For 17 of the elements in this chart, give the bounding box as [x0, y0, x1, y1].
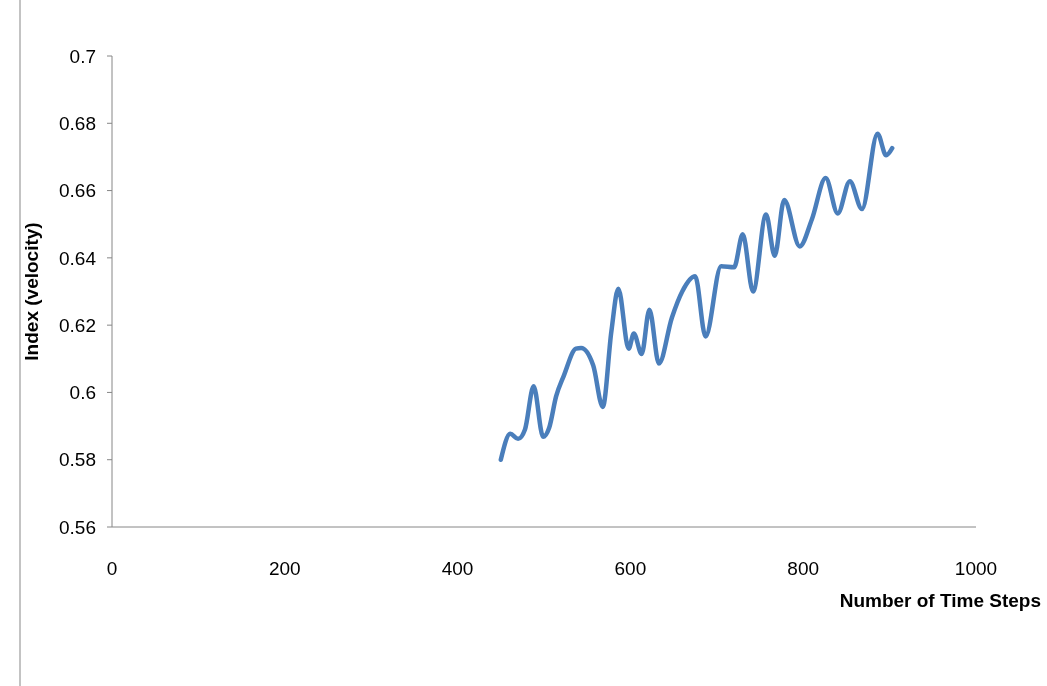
- x-tick-label: 1000: [954, 558, 998, 579]
- x-tick-label: 800: [787, 558, 820, 579]
- y-tick-label: 0.7: [69, 45, 96, 67]
- x-tick-label: 0: [106, 558, 118, 579]
- x-tick-label: 600: [614, 558, 647, 579]
- y-tick-label: 0.68: [59, 112, 96, 134]
- y-axis-title: Index (velocity): [21, 222, 42, 361]
- x-tick-label: 200: [268, 558, 301, 579]
- x-axis-title: Number of Time Steps: [839, 590, 1041, 611]
- y-tick-label: 0.56: [59, 516, 96, 538]
- y-tick-label: 0.64: [59, 247, 97, 269]
- x-tick-label: 400: [441, 558, 474, 579]
- y-tick-label: 0.62: [59, 314, 96, 336]
- line-series: [498, 131, 895, 462]
- y-tick-label: 0.66: [59, 180, 96, 202]
- y-tick-label: 0.6: [69, 382, 96, 404]
- y-tick-label: 0.58: [59, 449, 96, 471]
